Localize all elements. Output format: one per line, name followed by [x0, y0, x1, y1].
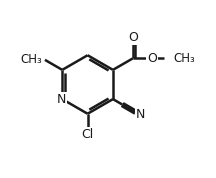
Text: N: N: [57, 93, 66, 106]
Text: O: O: [147, 52, 157, 65]
Text: O: O: [128, 31, 138, 44]
Text: N: N: [136, 108, 145, 121]
Text: Cl: Cl: [81, 128, 94, 141]
Text: CH₃: CH₃: [173, 52, 195, 65]
Text: CH₃: CH₃: [20, 53, 42, 66]
